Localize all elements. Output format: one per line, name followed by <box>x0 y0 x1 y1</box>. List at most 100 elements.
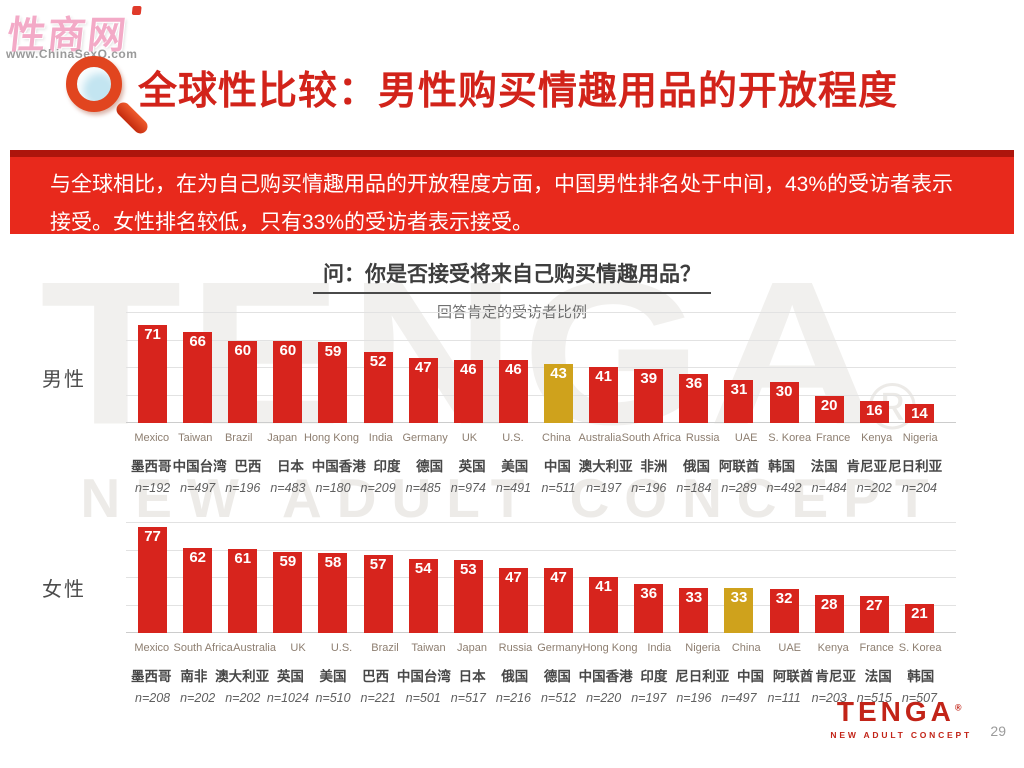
tenga-tagline: NEW ADULT CONCEPT <box>830 730 972 740</box>
country-label-zh: 美国 <box>501 459 529 474</box>
country-label-zh: 中国台湾 <box>172 459 227 474</box>
country-label-zh-cell: 巴西 <box>354 665 397 686</box>
country-label-en: UK <box>290 642 306 654</box>
sample-size-label-cell: n=208 <box>130 689 175 707</box>
bar-column-UAE: 32 <box>762 523 807 633</box>
gridline-40 <box>126 367 956 368</box>
page-title: 全球性比较：男性购买情趣用品的开放程度 <box>138 70 899 113</box>
page-number: 29 <box>990 723 1006 739</box>
country-label-zh-cell: 尼日利亚 <box>675 665 729 686</box>
country-label-en-cell: U.S. <box>491 428 534 446</box>
bar-value: 59 <box>279 552 297 570</box>
gridline-0 <box>126 422 956 423</box>
country-label-en-cell: Taiwan <box>173 428 216 446</box>
bar-value: 54 <box>414 559 432 577</box>
sample-size-label: n=485 <box>405 481 441 495</box>
sample-size-label-cell: n=196 <box>626 479 671 497</box>
country-label-zh-cell: 南非 <box>173 665 216 686</box>
concept-watermark: NEW ADULT CONCEPT <box>80 467 944 529</box>
country-label-zh-cell: 中国香港 <box>579 665 633 686</box>
bar-S. Korea: 30 <box>769 381 799 423</box>
country-label-zh: 墨西哥 <box>131 459 172 474</box>
country-label-en-cell: S. Korea <box>768 428 811 446</box>
bar-column-UK: 59 <box>265 523 310 633</box>
bar-Kenya: 28 <box>814 594 844 633</box>
country-label-zh: 南非 <box>180 669 208 684</box>
bar-value: 21 <box>911 605 928 623</box>
country-label-zh: 德国 <box>543 669 571 684</box>
bar-column-France: 27 <box>852 523 897 633</box>
bar-value: 46 <box>505 360 522 378</box>
country-label-en-cell: India <box>638 638 681 656</box>
gridline-60 <box>126 549 956 551</box>
bar-column-Germany: 47 <box>401 313 446 423</box>
bar-column-Brazil: 57 <box>356 523 401 633</box>
country-label-en-cell: India <box>359 428 402 446</box>
site-logo-registered-dot <box>131 6 142 15</box>
sample-size-label-cell: n=510 <box>310 689 355 707</box>
gridline-80 <box>126 312 956 313</box>
country-label-zh-cell: 巴西 <box>227 455 270 476</box>
sample-size-label-cell: n=202 <box>852 479 897 497</box>
sample-size-label: n=180 <box>315 481 351 495</box>
labels-chinese: 墨西哥 中国台湾 巴西 日本 中国香港 印度 德国 英国 美国 中国 澳大利亚 非洲 俄国 阿联酋 韩国 法国… <box>130 455 942 476</box>
sample-size-label-cell: n=491 <box>491 479 536 497</box>
country-label-en: UK <box>461 432 478 444</box>
country-label-zh: 韩国 <box>768 459 796 474</box>
sample-size-label-cell: n=507 <box>897 689 942 707</box>
bar-column-Japan: 60 <box>265 313 310 423</box>
bar-value: 47 <box>505 569 522 587</box>
sample-size-label-cell: n=111 <box>762 689 807 707</box>
country-label-en-cell: Hong Kong <box>582 638 637 656</box>
country-label-en: India <box>368 432 393 444</box>
sample-size-label: n=197 <box>631 691 667 705</box>
bar-value: 59 <box>324 342 342 360</box>
country-label-zh: 巴西 <box>234 459 262 474</box>
bar-value: 62 <box>189 548 206 566</box>
bar-column-S. Korea: 30 <box>762 313 807 423</box>
country-label-zh-cell: 日本 <box>451 665 494 686</box>
country-label-zh-cell: 英国 <box>269 665 312 686</box>
bar-value: 39 <box>640 370 658 388</box>
country-label-zh-cell: 韩国 <box>760 455 803 476</box>
bar-Taiwan: 66 <box>183 332 213 423</box>
country-label-zh: 中国香港 <box>578 669 633 684</box>
bar-columns: 71 66 60 60 59 52 47 46 46 43 41 39 36 31 30 20 16 14 <box>130 313 942 423</box>
country-label-zh: 中国 <box>543 459 571 474</box>
sample-size-label-cell: n=204 <box>897 479 942 497</box>
bar-S. Korea: 21 <box>904 604 934 633</box>
gridline-20 <box>126 604 956 606</box>
bar-value: 52 <box>369 352 387 370</box>
country-label-en: South Africa <box>173 642 233 654</box>
sample-size-label: n=974 <box>450 481 486 495</box>
country-label-en: Japan <box>267 432 298 444</box>
bar-Mexico: 71 <box>138 325 168 423</box>
bar-value: 41 <box>595 577 612 595</box>
bar-U.S.: 58 <box>318 553 348 633</box>
country-label-en-cell: Kenya <box>811 638 854 656</box>
country-label-en: Australia <box>233 642 276 654</box>
country-label-zh-cell: 美国 <box>312 665 355 686</box>
country-label-en: Japan <box>456 642 487 654</box>
country-label-en: U.S. <box>502 432 524 444</box>
country-label-zh-cell: 中国 <box>729 665 772 686</box>
country-label-en-cell: Germany <box>537 638 582 656</box>
sample-size-label: n=203 <box>811 691 847 705</box>
country-label-zh-cell: 澳大利亚 <box>215 665 269 686</box>
country-label-zh-cell: 俄国 <box>675 455 718 476</box>
country-label-zh-cell: 墨西哥 <box>130 455 173 476</box>
bar-column-India: 36 <box>626 523 671 633</box>
bar-column-Taiwan: 54 <box>401 523 446 633</box>
country-label-zh: 俄国 <box>682 459 710 474</box>
country-label-zh-cell: 印度 <box>633 665 676 686</box>
country-label-en: S. Korea <box>898 642 942 654</box>
labels-chinese: 墨西哥 南非 澳大利亚 英国 美国 巴西 中国台湾 日本 俄国 德国 中国香港 印度 尼日利亚 中国 阿联酋… <box>130 665 942 686</box>
sample-size-label: n=216 <box>495 691 531 705</box>
bar-column-South Africa: 62 <box>175 523 220 633</box>
country-label-en: UAE <box>734 432 758 444</box>
country-label-en: S. Korea <box>768 432 812 444</box>
bar-value: 31 <box>730 381 748 399</box>
bar-column-Kenya: 28 <box>807 523 852 633</box>
sample-size-label-cell: n=289 <box>716 479 761 497</box>
sample-size-label: n=197 <box>586 481 622 495</box>
